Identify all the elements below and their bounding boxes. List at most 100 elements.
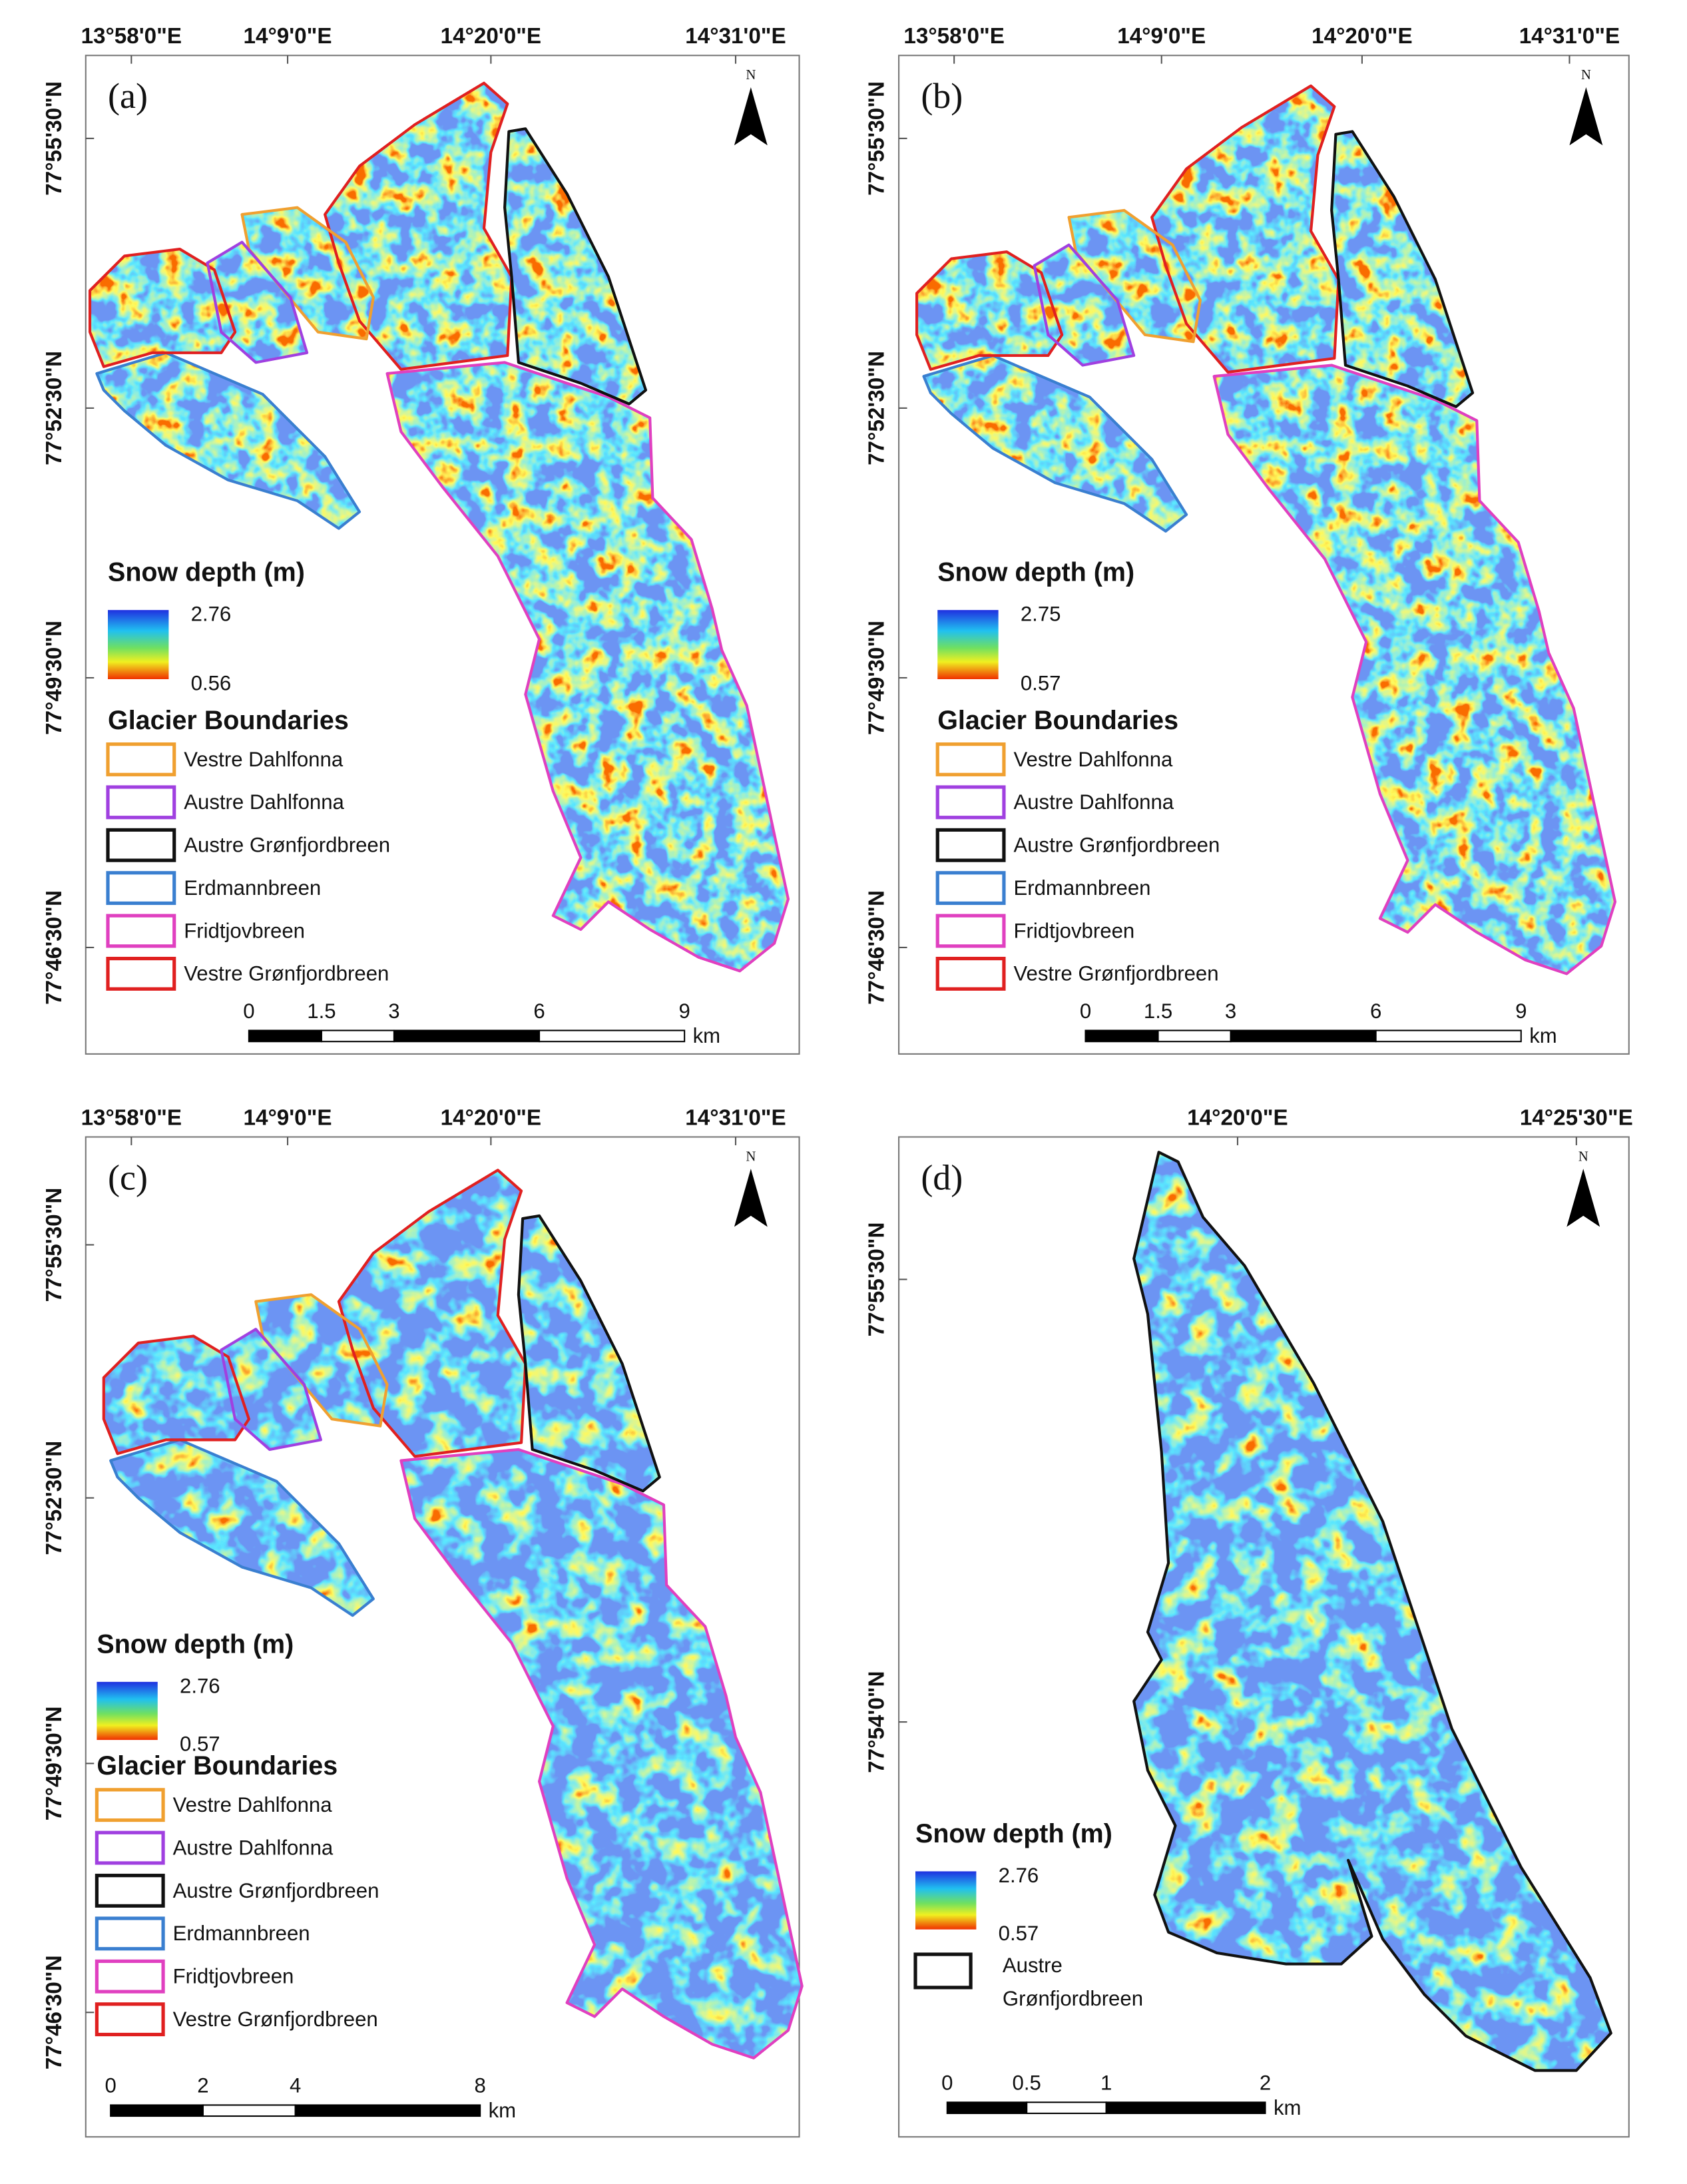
legend-entry: Grønfjordbreen xyxy=(1003,1987,1143,2010)
latitude-label: 77°55'30"N xyxy=(865,81,889,196)
glacier-outline xyxy=(102,1334,250,1456)
legend-title: Snow depth (m) xyxy=(97,1629,294,1659)
snow-depth-raster xyxy=(1134,1152,1611,2071)
legend-entry: Vestre Grønfjordbreen xyxy=(1013,962,1218,985)
latitude-label: 77°55'30"N xyxy=(42,81,67,196)
legend-swatch xyxy=(935,828,1006,862)
longitude-label: 14°9'0"E xyxy=(244,24,332,49)
legend-swatch xyxy=(106,871,176,906)
map-panel: 13°58'0"E 14°9'0"E 14°20'0"E 14°31'0"E 77°55… xyxy=(42,1105,804,2138)
latitude-label: 77°49'30"N xyxy=(42,621,67,735)
colorbar-max: 2.76 xyxy=(180,1674,220,1697)
legend-swatch xyxy=(935,956,1006,991)
panel-label: (a) xyxy=(108,76,148,116)
longitude-label: 14°20'0"E xyxy=(1312,24,1412,49)
legend-entry: Erdmannbreen xyxy=(184,876,321,900)
colorbar-max: 2.76 xyxy=(191,603,232,626)
scale-segment xyxy=(1026,2101,1107,2114)
scale-unit: km xyxy=(489,2099,517,2122)
legend-swatch xyxy=(95,1788,165,1822)
colorbar-min: 0.56 xyxy=(191,672,232,695)
legend-swatch xyxy=(935,785,1006,820)
legend-entry: Austre Grønfjordbreen xyxy=(173,1879,379,1902)
legend-entry: Vestre Dahlfonna xyxy=(173,1793,333,1816)
legend-entry: Fridtjovbreen xyxy=(184,919,305,942)
legend-entry: Fridtjovbreen xyxy=(173,1965,294,1988)
latitude-label: 77°52'30"N xyxy=(42,351,67,465)
scale-label: 6 xyxy=(533,999,545,1023)
north-label: N xyxy=(746,67,756,83)
glacier-outline xyxy=(206,240,309,364)
scale-label: 3 xyxy=(388,999,399,1023)
scale-label: 0 xyxy=(105,2074,116,2097)
legend-swatch xyxy=(95,1874,165,1908)
colorbar-max: 2.75 xyxy=(1021,603,1061,626)
panel-label: (c) xyxy=(108,1157,148,1197)
scale-unit: km xyxy=(693,1024,721,1047)
scale-label: 2 xyxy=(1260,2071,1271,2095)
glacier-fill xyxy=(505,129,646,404)
scale-label: 8 xyxy=(474,2074,485,2097)
glacier-fill xyxy=(90,249,236,367)
map-panel: 13°58'0"E 14°9'0"E 14°20'0"E 14°31'0"E 77°55… xyxy=(865,24,1630,1055)
legend-swatch xyxy=(106,785,176,820)
longitude-label: 14°20'0"E xyxy=(441,1105,541,1130)
colorbar xyxy=(915,1871,977,1930)
legend-entry: Vestre Grønfjordbreen xyxy=(184,962,389,985)
latitude-label: 77°55'30"N xyxy=(42,1188,67,1302)
legend-title: Snow depth (m) xyxy=(937,558,1134,587)
colorbar-min: 0.57 xyxy=(1021,672,1061,695)
latitude-label: 77°52'30"N xyxy=(865,351,889,465)
glacier-outline xyxy=(324,81,513,371)
legend-entry: Austre xyxy=(1003,1954,1063,1977)
map-panel: 13°58'0"E 14°9'0"E 14°20'0"E 14°31'0"E 77°55… xyxy=(42,24,800,1055)
colorbar xyxy=(97,1681,158,1741)
legend-swatch xyxy=(95,1959,165,1994)
scale-segment xyxy=(393,1029,541,1043)
glacier-outline xyxy=(109,1438,375,1617)
colorbar xyxy=(937,610,999,680)
colorbar-max: 2.76 xyxy=(999,1864,1039,1887)
north-label: N xyxy=(1581,67,1591,83)
scale-label: 6 xyxy=(1370,999,1381,1023)
scale-segment xyxy=(320,1029,395,1043)
glacier-fill xyxy=(1152,85,1339,372)
scale-segment xyxy=(1084,1029,1159,1043)
legend-swatch xyxy=(935,871,1006,906)
glacier-fill xyxy=(97,352,360,529)
legend-swatch xyxy=(935,742,1006,776)
glacier-outline xyxy=(1150,84,1340,374)
glacier-outline xyxy=(915,250,1064,371)
scale-segment xyxy=(946,2101,1028,2114)
latitude-label: 77°46'30"N xyxy=(42,1955,67,2069)
legend-entry: Vestre Dahlfonna xyxy=(184,748,344,771)
longitude-label: 14°31'0"E xyxy=(685,1105,786,1130)
scale-label: 9 xyxy=(1515,999,1527,1023)
scale-label: 9 xyxy=(678,999,690,1023)
legend-swatch xyxy=(95,2002,165,2037)
longitude-label: 14°31'0"E xyxy=(1519,24,1620,49)
scale-segment xyxy=(1157,1029,1232,1043)
scale-label: 1.5 xyxy=(1144,999,1172,1023)
glacier-fill xyxy=(111,1440,373,1616)
scale-label: 2 xyxy=(197,2074,208,2097)
glacier-fill xyxy=(325,83,512,370)
glacier-outline xyxy=(95,351,362,530)
latitude-label: 77°49'30"N xyxy=(865,621,889,735)
scale-label: 1.5 xyxy=(307,999,336,1023)
glacier-outlines xyxy=(915,84,1617,975)
longitude-label: 14°31'0"E xyxy=(685,24,786,49)
scale-segment xyxy=(294,2104,481,2117)
glacier-outline xyxy=(399,1448,804,2059)
legend-entry: Erdmannbreen xyxy=(1013,876,1150,900)
glacier-fill xyxy=(923,355,1187,531)
legend-subtitle: Glacier Boundaries xyxy=(108,706,349,735)
glacier-outline xyxy=(1330,130,1475,408)
legend-swatch xyxy=(95,1830,165,1865)
north-label: N xyxy=(1578,1149,1588,1164)
legend-entry: Austre Grønfjordbreen xyxy=(184,834,390,857)
longitude-label: 14°9'0"E xyxy=(244,1105,332,1130)
scale-segment xyxy=(1105,2101,1266,2114)
longitude-label: 14°25'30"E xyxy=(1520,1105,1633,1130)
panel-label: (d) xyxy=(921,1157,963,1197)
